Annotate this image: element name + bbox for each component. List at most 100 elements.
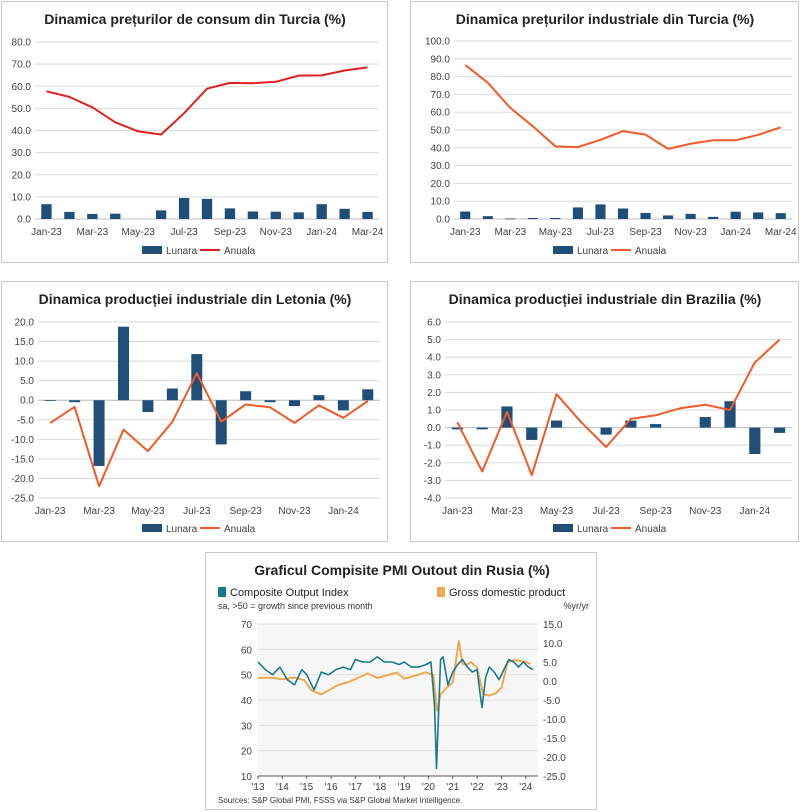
x-tick-label: Jul-23 bbox=[170, 227, 198, 238]
legend-swatch-lunara bbox=[553, 524, 573, 532]
y-tick-label: 90.0 bbox=[431, 54, 451, 65]
chart-latvia-ip-svg: Dinamica producției industriale din Leto… bbox=[11, 291, 380, 535]
x-tick-label: Mar-23 bbox=[83, 506, 115, 517]
y-tick-label: 5.0 bbox=[20, 376, 34, 387]
bar-lunara-Jan-24 bbox=[337, 400, 349, 411]
left-y-tick-label: 40 bbox=[241, 696, 253, 707]
x-tick-label: Nov-23 bbox=[260, 227, 293, 238]
bar-lunara-Dec-23 bbox=[293, 212, 304, 219]
right-y-tick-label: 10.0 bbox=[543, 639, 563, 650]
x-tick-label: Nov-23 bbox=[278, 506, 311, 517]
y-tick-label: 0.0 bbox=[20, 396, 34, 407]
bar-lunara-Jul-23 bbox=[600, 427, 612, 435]
y-tick-label: 70.0 bbox=[12, 60, 32, 71]
y-tick-label: 5.0 bbox=[427, 335, 441, 346]
x-tick-label: May-23 bbox=[540, 506, 574, 517]
legend-label-anuala: Anuala bbox=[224, 246, 256, 257]
bar-lunara-Mar-23 bbox=[501, 406, 513, 428]
chart-russia-pmi-svg: Graficul Compisite PMI Outout din Rusia … bbox=[218, 562, 590, 805]
chart-turkey-cpi: Dinamica prețurilor de consum din Turcia… bbox=[1, 1, 388, 263]
x-tick-label: Mar-23 bbox=[491, 506, 523, 517]
y-tick-label: 3.0 bbox=[427, 370, 441, 381]
bar-lunara-May-23 bbox=[550, 420, 563, 428]
y-tick-label: 30.0 bbox=[431, 161, 451, 172]
right-axis-subtitle: %yr/yr bbox=[564, 601, 590, 611]
left-y-tick-label: 70 bbox=[241, 620, 253, 631]
bar-lunara-Aug-23 bbox=[625, 420, 637, 428]
bar-lunara-Jun-23 bbox=[166, 388, 178, 401]
y-tick-label: 30.0 bbox=[12, 148, 32, 159]
bar-lunara-Mar-23 bbox=[93, 400, 105, 466]
legend-label-anuala: Anuala bbox=[635, 524, 667, 535]
y-tick-label: 70.0 bbox=[431, 90, 451, 101]
x-tick-label: '20 bbox=[422, 782, 435, 793]
bar-lunara-Feb-24 bbox=[774, 427, 786, 433]
left-y-tick-label: 60 bbox=[241, 645, 253, 656]
y-tick-label: 1.0 bbox=[427, 406, 441, 417]
y-tick-label: -25.0 bbox=[11, 494, 34, 505]
x-tick-label: Sep-23 bbox=[230, 506, 263, 517]
bar-lunara-Jan-24 bbox=[730, 211, 741, 219]
x-tick-label: '14 bbox=[276, 782, 289, 793]
bar-lunara-Nov-23 bbox=[289, 400, 300, 407]
legend-swatch-gdp bbox=[437, 587, 445, 597]
y-tick-label: 10.0 bbox=[15, 357, 35, 368]
bar-lunara-Jul-23 bbox=[595, 204, 606, 219]
y-tick-label: 80.0 bbox=[12, 38, 32, 49]
bar-lunara-Jan-23 bbox=[451, 427, 463, 430]
x-tick-label: Jan-23 bbox=[450, 227, 481, 238]
y-tick-label: 4.0 bbox=[427, 353, 441, 364]
chart-title: Dinamica prețurilor industriale din Turc… bbox=[456, 11, 754, 27]
chart-brazil-ip-svg: Dinamica producției industriale din Braz… bbox=[424, 291, 792, 535]
y-tick-label: 0.0 bbox=[427, 423, 441, 434]
x-tick-label: Nov-23 bbox=[674, 227, 707, 238]
legend-label-pmi: Composite Output Index bbox=[230, 587, 349, 599]
legend-swatch-lunara bbox=[142, 524, 162, 532]
right-y-tick-label: -20.0 bbox=[543, 753, 566, 764]
y-tick-label: -20.0 bbox=[11, 474, 34, 485]
y-tick-label: 20.0 bbox=[431, 179, 451, 190]
legend-swatch-lunara bbox=[553, 246, 573, 254]
x-tick-label: Nov-23 bbox=[689, 506, 722, 517]
y-tick-label: 6.0 bbox=[427, 318, 441, 329]
y-tick-label: 60.0 bbox=[431, 108, 451, 119]
right-y-tick-label: -15.0 bbox=[543, 734, 566, 745]
x-tick-label: '16 bbox=[325, 782, 338, 793]
legend-label-lunara: Lunara bbox=[166, 246, 198, 257]
y-tick-label: 50.0 bbox=[431, 126, 451, 137]
bar-lunara-Feb-23 bbox=[476, 427, 488, 430]
x-tick-label: Jan-24 bbox=[306, 227, 337, 238]
bar-lunara-Oct-23 bbox=[662, 215, 674, 219]
bar-lunara-Sep-23 bbox=[640, 212, 651, 219]
left-y-tick-label: 50 bbox=[241, 671, 253, 682]
y-tick-label: 2.0 bbox=[427, 388, 441, 399]
left-axis-subtitle: sa, >50 = growth since previous month bbox=[218, 601, 373, 611]
bar-lunara-Feb-23 bbox=[69, 400, 81, 403]
line-anuala bbox=[46, 66, 368, 136]
bar-lunara-Aug-23 bbox=[617, 208, 629, 219]
y-tick-label: 20.0 bbox=[15, 318, 35, 329]
line-anuala bbox=[49, 372, 369, 488]
bar-lunara-Apr-23 bbox=[118, 326, 129, 401]
bar-lunara-Jan-24 bbox=[749, 427, 761, 454]
x-tick-label: Jan-23 bbox=[442, 506, 473, 517]
bar-lunara-Aug-23 bbox=[201, 198, 213, 219]
bar-lunara-Dec-23 bbox=[724, 401, 736, 428]
bar-lunara-May-23 bbox=[142, 400, 154, 412]
y-tick-label: 0.0 bbox=[17, 215, 31, 226]
bar-lunara-Jul-23 bbox=[178, 197, 190, 219]
x-tick-label: Sep-23 bbox=[214, 227, 247, 238]
x-tick-label: Mar-23 bbox=[76, 227, 108, 238]
chart-title: Dinamica producției industriale din Leto… bbox=[39, 291, 352, 307]
bar-lunara-Dec-23 bbox=[313, 395, 325, 401]
right-y-tick-label: 0.0 bbox=[543, 677, 557, 688]
chart-turkey-ppi: Dinamica prețurilor industriale din Turc… bbox=[410, 1, 799, 263]
bar-lunara-Feb-24 bbox=[339, 208, 350, 219]
y-tick-label: -15.0 bbox=[11, 454, 34, 465]
y-tick-label: 20.0 bbox=[12, 170, 32, 181]
bar-lunara-Jun-23 bbox=[572, 207, 584, 219]
x-tick-label: '17 bbox=[349, 782, 362, 793]
legend-label-gdp: Gross domestic product bbox=[449, 587, 565, 599]
chart-title: Graficul Compisite PMI Outout din Rusia … bbox=[254, 562, 550, 578]
bar-lunara-Sep-23 bbox=[224, 208, 236, 219]
